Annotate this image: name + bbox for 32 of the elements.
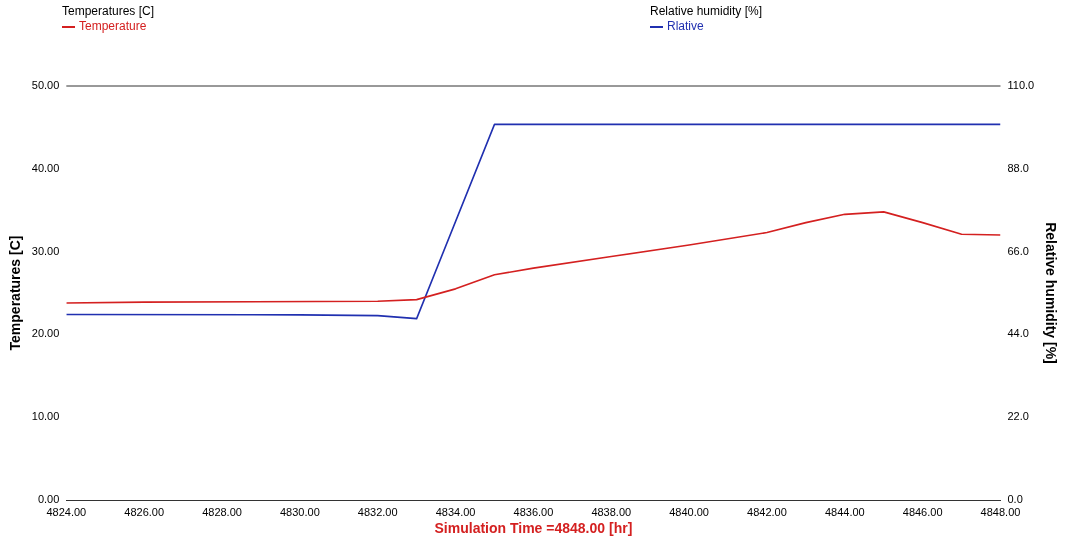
x-tick-label: 4830.00 (279, 505, 320, 518)
y2-tick-label: 44.0 (1007, 327, 1029, 340)
y2-tick-label: 0.0 (1007, 493, 1023, 506)
y2-tick-label: 66.0 (1007, 244, 1029, 257)
y2-tick-label: 110.0 (1007, 79, 1035, 92)
x-tick-label: 4840.00 (669, 505, 709, 518)
y2-tick-label: 88.0 (1007, 161, 1029, 174)
x-axis-title: Simulation Time =4848.00 [hr] (434, 520, 633, 537)
x-tick-label: 4842.00 (747, 505, 787, 518)
y-tick-label: 10.00 (31, 410, 60, 423)
y-tick-label: 20.00 (31, 327, 60, 340)
x-tick-label: 4844.00 (824, 505, 865, 518)
x-tick-label: 4848.00 (980, 505, 1021, 518)
y2-tick-label: 22.0 (1007, 410, 1029, 423)
y-tick-label: 50.00 (31, 79, 60, 92)
x-tick-label: 4826.00 (124, 505, 165, 518)
y-tick-label: 40.00 (31, 161, 60, 174)
legend-label: Temperature (79, 19, 147, 33)
x-tick-label: 4846.00 (902, 505, 943, 518)
text: Temperatures [C] (62, 4, 155, 19)
y-tick-label: 30.00 (31, 244, 60, 257)
y-tick-label: 0.00 (37, 493, 60, 506)
x-tick-label: 4828.00 (202, 505, 242, 518)
text: Relative humidity [%] (650, 4, 763, 19)
x-tick-label: 4838.00 (591, 505, 632, 518)
x-tick-label: 4832.00 (357, 505, 398, 518)
legend-label: Rlative (667, 19, 704, 33)
y-axis-title: Temperatures [C] (7, 235, 24, 351)
x-tick-label: 4834.00 (435, 505, 476, 518)
x-tick-label: 4836.00 (513, 505, 554, 518)
y2-axis-title: Relative humidity [%] (1042, 222, 1059, 364)
x-tick-label: 4824.00 (46, 505, 87, 518)
